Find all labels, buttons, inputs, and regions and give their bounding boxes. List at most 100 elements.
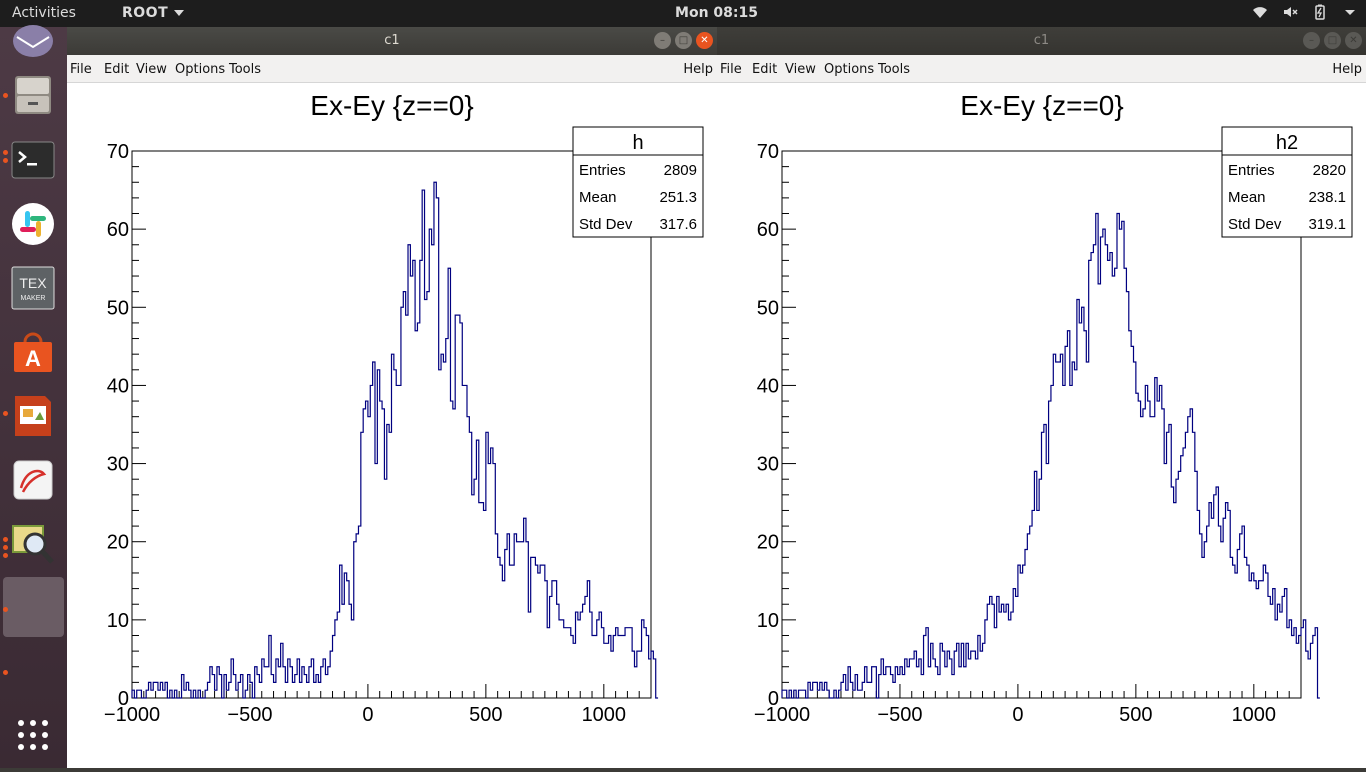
running-indicator — [3, 545, 8, 550]
dock: TEX MAKER A — [0, 25, 67, 768]
svg-text:TEX: TEX — [19, 275, 47, 291]
dock-document-viewer[interactable] — [11, 458, 55, 502]
stats-label: Mean — [579, 189, 617, 206]
texmaker-icon: TEX MAKER — [11, 266, 55, 310]
y-tick-label: 10 — [757, 610, 779, 632]
root-canvas-window-2[interactable]: c1 – □ ✕ File Edit View Options Tools He… — [717, 27, 1366, 768]
menu-file[interactable]: File — [720, 62, 742, 77]
dock-texmaker[interactable]: TEX MAKER — [11, 266, 55, 310]
dock-mail[interactable] — [11, 17, 55, 61]
y-tick-label: 0 — [118, 688, 129, 710]
x-tick-label: 500 — [469, 704, 502, 726]
histogram-plot[interactable]: Ex-Ey {z==0} 0 10 20 30 40 50 60 70 −1000 −500 0 500… — [717, 83, 1366, 768]
show-applications-button[interactable] — [11, 713, 55, 757]
battery-icon[interactable] — [1312, 4, 1328, 20]
app-menu[interactable]: ROOT — [122, 5, 185, 21]
menu-tools[interactable]: Tools — [229, 62, 262, 77]
root-canvas-window-1[interactable]: c1 – □ ✕ File Edit View Options Tools He… — [67, 27, 717, 768]
menu-view[interactable]: View — [785, 62, 816, 77]
running-indicator — [3, 150, 8, 155]
y-tick-label: 70 — [757, 141, 779, 163]
maximize-button[interactable]: □ — [1324, 32, 1341, 49]
stats-value: 2820 — [1313, 162, 1346, 179]
dock-files[interactable] — [11, 72, 55, 116]
running-indicator — [3, 553, 8, 558]
dock-slack[interactable] — [11, 202, 55, 246]
top-panel: Activities ROOT Mon 08:15 — [0, 0, 1366, 27]
menu-help[interactable]: Help — [683, 62, 713, 77]
clock[interactable]: Mon 08:15 — [675, 5, 758, 21]
plot-title: Ex-Ey {z==0} — [310, 90, 473, 121]
menu-options[interactable]: Options — [175, 62, 226, 77]
dock-impress[interactable] — [11, 394, 55, 438]
y-tick-label: 20 — [757, 532, 779, 554]
stats-value: 251.3 — [659, 189, 697, 206]
y-tick-label: 60 — [757, 219, 779, 241]
minimize-button[interactable]: – — [654, 32, 671, 49]
window-titlebar[interactable]: c1 – □ ✕ — [717, 27, 1366, 55]
activities-button[interactable]: Activities — [12, 5, 76, 21]
wifi-icon[interactable] — [1252, 4, 1268, 20]
stats-box: h Entries 2809 Mean 251.3 Std Dev 317.6 — [572, 126, 704, 238]
x-tick-label: 1000 — [1232, 704, 1277, 726]
window-titlebar[interactable]: c1 – □ ✕ — [67, 27, 717, 55]
menubar: File Edit View Options Tools Help — [67, 55, 717, 83]
histogram-series — [781, 212, 1320, 699]
menu-edit[interactable]: Edit — [752, 62, 778, 77]
running-indicator — [3, 158, 8, 163]
canvas-area[interactable]: Ex-Ey {z==0} 0 10 20 30 40 50 60 70 −1000 −500 0 500… — [717, 83, 1366, 768]
y-tick-label: 20 — [107, 532, 129, 554]
x-tick-label: −500 — [227, 704, 272, 726]
x-tick-label: −500 — [877, 704, 922, 726]
running-indicator — [3, 607, 8, 612]
file-cabinet-icon — [15, 76, 51, 114]
stats-name: h — [632, 132, 643, 154]
document-viewer-icon — [13, 460, 53, 500]
y-tick-label: 40 — [757, 375, 779, 397]
menu-help[interactable]: Help — [1332, 62, 1362, 77]
x-tick-label: 0 — [362, 704, 373, 726]
y-tick-label: 60 — [107, 219, 129, 241]
stats-label: Mean — [1228, 189, 1266, 206]
stats-label: Entries — [579, 162, 626, 179]
svg-text:A: A — [25, 346, 41, 371]
stats-label: Std Dev — [579, 216, 633, 233]
app-menu-label: ROOT — [122, 5, 169, 21]
menu-options[interactable]: Options — [824, 62, 875, 77]
stats-frame — [572, 126, 704, 238]
plot-title: Ex-Ey {z==0} — [960, 90, 1123, 121]
x-tick-label: 0 — [1012, 704, 1023, 726]
mail-icon — [13, 25, 53, 57]
stats-value: 238.1 — [1308, 189, 1346, 206]
running-indicator — [3, 411, 8, 416]
stats-label: Entries — [1228, 162, 1275, 179]
canvas-area[interactable]: Ex-Ey {z==0} 0 10 20 30 40 50 60 70 −1000 −500 0 500… — [67, 83, 717, 768]
minimize-button[interactable]: – — [1303, 32, 1320, 49]
running-indicator — [3, 537, 8, 542]
y-tick-label: 30 — [107, 454, 129, 476]
grid-icon — [18, 720, 48, 750]
dock-software-center[interactable]: A — [11, 330, 55, 374]
close-button[interactable]: ✕ — [1345, 32, 1362, 49]
volume-muted-icon[interactable] — [1282, 4, 1298, 20]
y-tick-label: 30 — [757, 454, 779, 476]
stats-label: Std Dev — [1228, 216, 1282, 233]
x-tick-label: 500 — [1119, 704, 1152, 726]
running-indicator — [3, 670, 8, 675]
stats-value: 317.6 — [659, 216, 697, 233]
menu-file[interactable]: File — [70, 62, 92, 77]
window-title: c1 — [384, 33, 400, 48]
dock-image-viewer[interactable] — [11, 522, 55, 566]
dock-active-window[interactable] — [3, 577, 64, 637]
chevron-down-icon[interactable] — [1342, 4, 1358, 20]
menu-view[interactable]: View — [136, 62, 167, 77]
maximize-button[interactable]: □ — [675, 32, 692, 49]
close-button[interactable]: ✕ — [696, 32, 713, 49]
system-tray[interactable] — [1252, 4, 1358, 20]
dock-terminal[interactable] — [11, 138, 55, 182]
menu-tools[interactable]: Tools — [878, 62, 911, 77]
histogram-plot[interactable]: Ex-Ey {z==0} 0 10 20 30 40 50 60 70 −1000 −500 0 500… — [67, 83, 717, 768]
x-tick-label: −1000 — [104, 704, 160, 726]
menu-edit[interactable]: Edit — [104, 62, 130, 77]
